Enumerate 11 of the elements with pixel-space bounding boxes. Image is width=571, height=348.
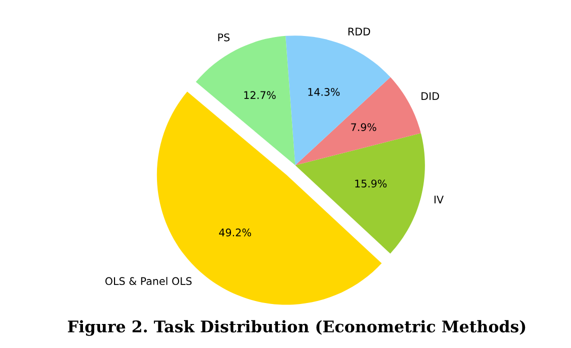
- slice-label: PS: [218, 33, 230, 42]
- data-label: 15.9%: [355, 180, 387, 188]
- slice-label: DID: [422, 92, 440, 100]
- slice-label: OLS & Panel OLS: [105, 276, 192, 286]
- data-label: 49.2%: [219, 228, 252, 236]
- text: Figure 2. Task Distribution (Econometric Methods): [68, 320, 526, 336]
- slice-label: RDD: [348, 28, 370, 36]
- data-label: 12.7%: [244, 91, 276, 100]
- data-label: 14.3%: [308, 88, 340, 96]
- data-label: 7.9%: [351, 123, 376, 132]
- slice-label: IV: [434, 196, 444, 204]
